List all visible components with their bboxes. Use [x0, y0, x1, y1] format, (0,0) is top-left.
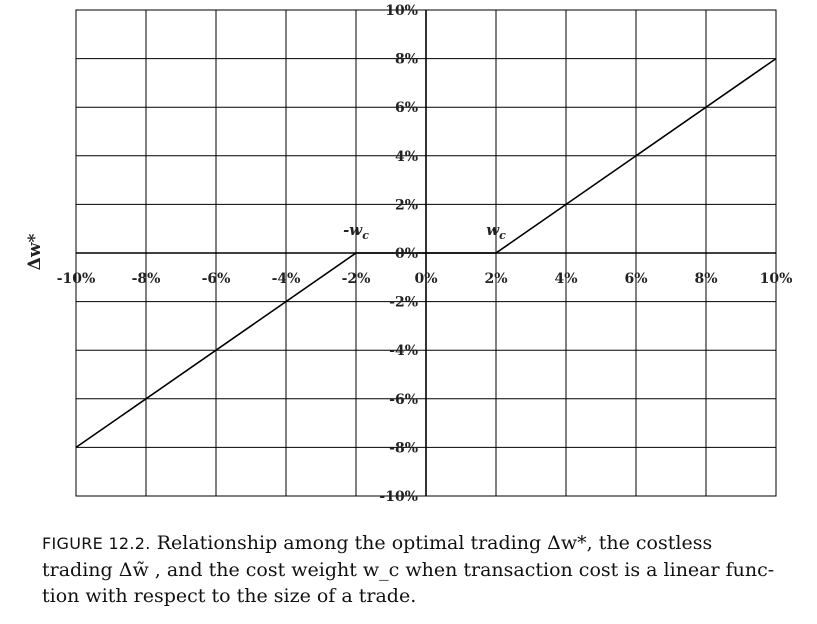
series-line — [75, 57, 777, 449]
caption-line-1: FIGURE 12.2. Relationship among the opti… — [42, 530, 802, 557]
x-tick-labels: -10% -8% -6% -4% -2% 0% 2% 4% 6% 8% 10% — [57, 271, 793, 287]
y-tick-label: 10% — [385, 3, 418, 19]
caption-line-3: tion with respect to the size of a trade… — [42, 585, 417, 607]
x-tick-label: -8% — [132, 271, 161, 287]
y-tick-label: -4% — [389, 343, 418, 359]
series — [75, 57, 777, 449]
x-tick-label: 0% — [414, 271, 437, 287]
x-tick-label: -10% — [57, 271, 96, 287]
chart: -10% -8% -6% -4% -2% 0% 2% 4% 6% 8% 10% 10% 8% 6% 4% 2… — [25, 3, 793, 505]
y-tick-label: 0% — [395, 246, 418, 262]
y-axis-label: Δw* — [25, 234, 45, 271]
x-tick-label: 8% — [694, 271, 717, 287]
y-tick-label: 8% — [395, 52, 418, 68]
x-tick-label: 6% — [624, 271, 647, 287]
y-tick-labels: 10% 8% 6% 4% 2% 0% -2% -4% -6% -8% -10% — [379, 3, 418, 505]
caption-line-2: trading Δw̃ , and the cost weight w_c wh… — [42, 559, 775, 581]
y-tick-label: -8% — [389, 440, 418, 456]
caption-text-1: Relationship among the optimal trading Δ… — [156, 532, 713, 554]
y-tick-label: 6% — [395, 100, 418, 116]
y-tick-label: 2% — [395, 197, 418, 213]
x-tick-label: 10% — [760, 271, 793, 287]
y-tick-label: -10% — [379, 489, 418, 505]
x-tick-label: -4% — [272, 271, 301, 287]
x-tick-label: 4% — [554, 271, 577, 287]
x-tick-label: 2% — [484, 271, 507, 287]
figure-caption: FIGURE 12.2. Relationship among the opti… — [42, 530, 802, 609]
caption-label: FIGURE 12.2. — [42, 534, 151, 553]
y-tick-label: 4% — [395, 149, 418, 165]
y-tick-label: -6% — [389, 392, 418, 408]
x-tick-label: -6% — [202, 271, 231, 287]
y-tick-label: -2% — [389, 295, 418, 311]
x-tick-label: -2% — [342, 271, 371, 287]
